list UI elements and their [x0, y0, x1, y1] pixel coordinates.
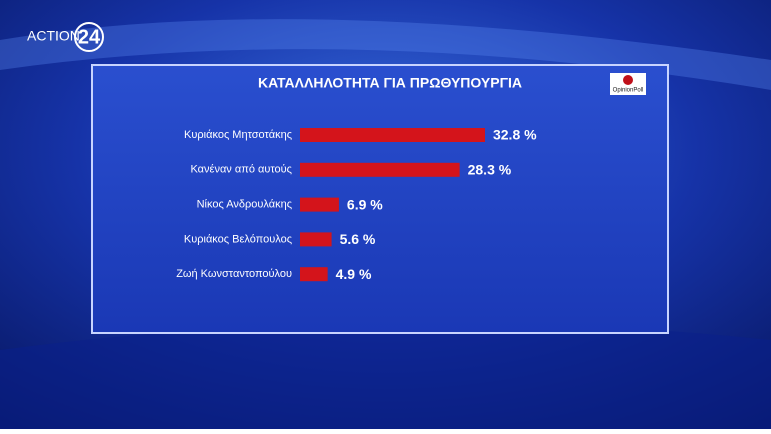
category-label: Κυριάκος Μητσοτάκης	[184, 129, 292, 141]
category-label: Νίκος Ανδρουλάκης	[197, 199, 292, 211]
value-label: 5.6 %	[340, 231, 376, 247]
value-label: 6.9 %	[347, 196, 383, 212]
channel-logo-ring	[74, 22, 104, 52]
bar	[300, 197, 339, 212]
category-label: Κανέναν από αυτούς	[190, 164, 292, 176]
value-label: 32.8 %	[493, 127, 537, 143]
source-logo-icon	[623, 75, 633, 85]
decor-swoosh	[0, 19, 771, 90]
channel-logo-number: 24	[78, 26, 101, 48]
chart-title: ΚΑΤΑΛΛΗΛΟΤΗΤΑ ΓΙΑ ΠΡΩΘΥΠΟΥΡΓΙΑ	[258, 75, 522, 91]
bar	[300, 128, 485, 142]
value-label: 28.3 %	[468, 162, 512, 178]
panel	[91, 64, 669, 334]
value-label: 4.9 %	[336, 266, 372, 282]
bar	[300, 162, 460, 177]
source-logo-text: OpinionPoll	[613, 88, 644, 94]
category-label: Κυριάκος Βελόπουλος	[184, 233, 292, 245]
decor-floor	[0, 322, 771, 429]
category-label: Ζωή Κωνσταντοπούλου	[176, 268, 292, 280]
channel-logo-text: ACTION	[27, 28, 80, 44]
bar	[300, 267, 328, 282]
bar	[300, 232, 332, 247]
